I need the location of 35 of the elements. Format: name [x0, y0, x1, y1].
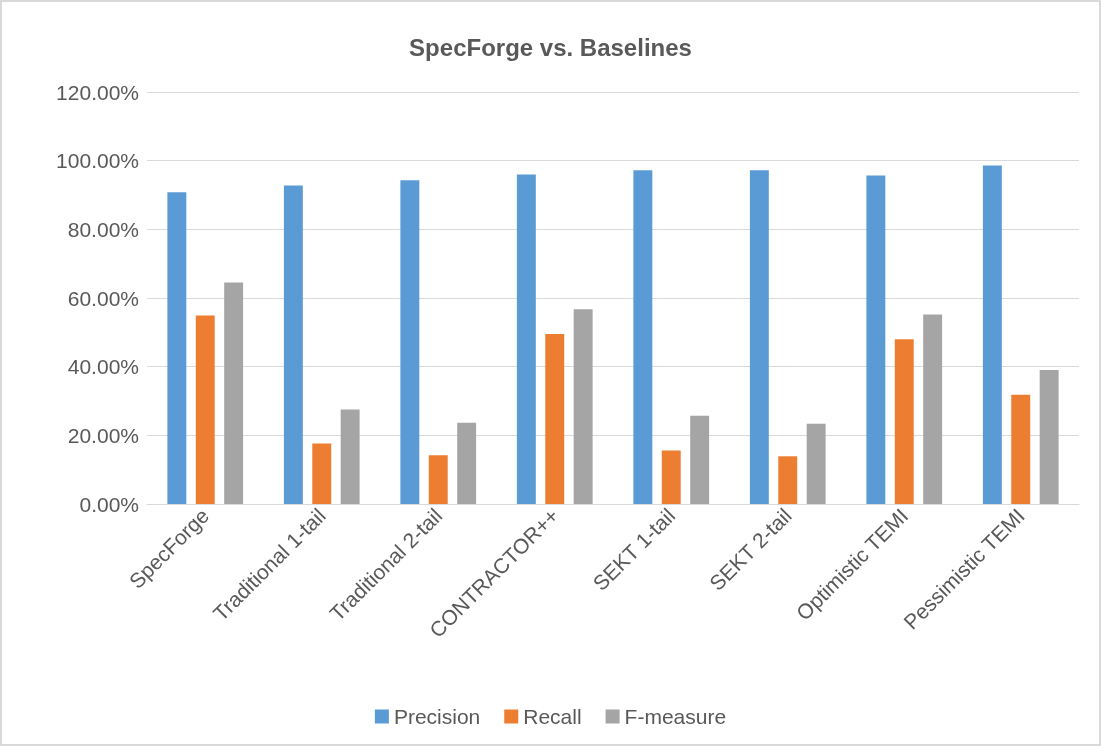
bar	[516, 174, 536, 504]
bar	[195, 315, 215, 504]
bar	[312, 443, 332, 504]
bar	[1039, 370, 1059, 504]
bar	[224, 282, 244, 504]
y-tick-label: 100.00%	[56, 149, 139, 173]
bar	[283, 185, 303, 504]
bar	[428, 455, 448, 504]
legend-label: F-measure	[624, 705, 727, 728]
bar	[167, 192, 187, 504]
bar	[400, 180, 420, 504]
bar	[661, 450, 681, 504]
bar	[866, 175, 886, 504]
bar	[778, 456, 798, 504]
bar	[982, 165, 1002, 504]
y-tick-label: 120.00%	[56, 80, 139, 104]
bar	[457, 422, 477, 504]
bar	[749, 170, 769, 504]
y-tick-label: 40.00%	[67, 355, 139, 379]
bar	[1011, 394, 1031, 504]
chart-title: SpecForge vs. Baselines	[409, 33, 692, 61]
legend-label: Recall	[523, 705, 582, 728]
bar	[340, 409, 360, 504]
bar	[923, 314, 943, 504]
legend-label: Precision	[393, 705, 481, 728]
y-tick-label: 20.00%	[67, 423, 139, 447]
bar	[545, 334, 565, 504]
y-tick-label: 80.00%	[67, 217, 139, 241]
y-tick-label: 0.00%	[79, 492, 139, 516]
bar	[894, 339, 914, 504]
bar	[806, 423, 826, 504]
y-tick-label: 60.00%	[67, 286, 139, 310]
bar	[633, 170, 653, 504]
bar	[690, 415, 710, 504]
bar	[573, 309, 593, 504]
